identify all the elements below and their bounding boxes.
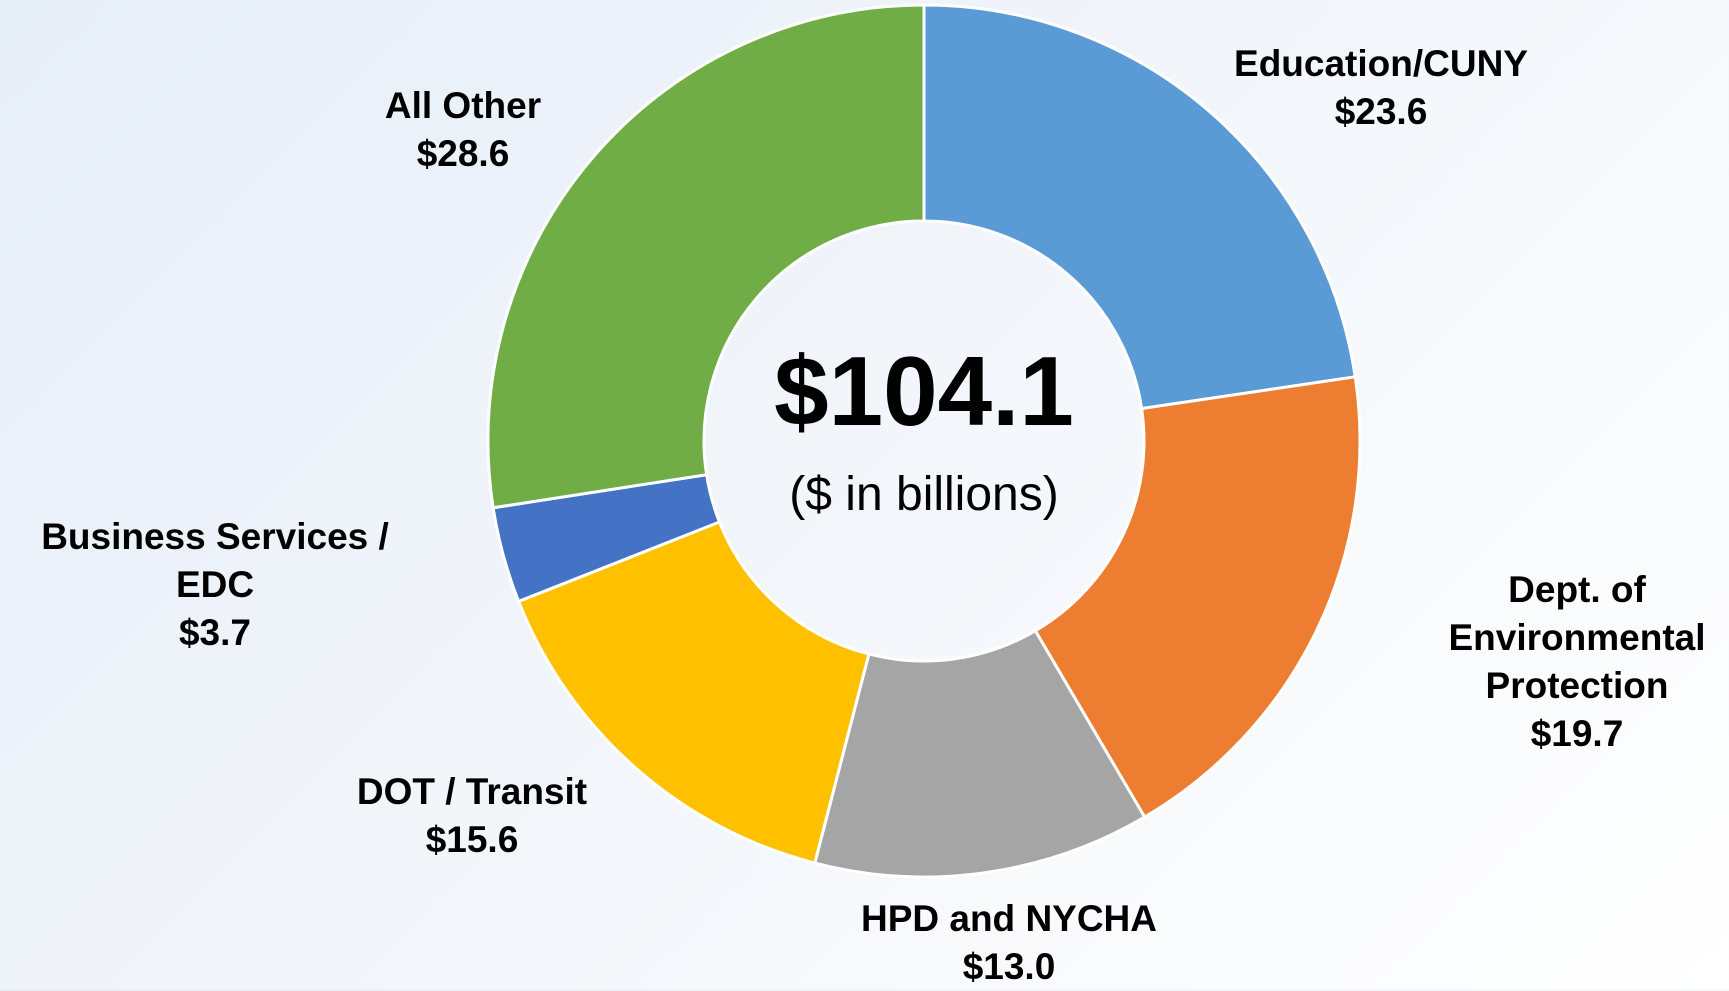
slice: [1033, 375, 1362, 820]
value-label: $23.6: [1334, 91, 1428, 132]
category-label: DOT / Transit: [356, 771, 588, 812]
value-label: $15.6: [425, 819, 519, 860]
category-label: Dept. of Environmental Protection: [1448, 569, 1706, 706]
slice-label: DOT / Transit $15.6: [272, 768, 672, 864]
value-label: $3.7: [178, 612, 251, 653]
slice: [516, 520, 871, 865]
slice-label: HPD and NYCHA $13.0: [809, 895, 1209, 991]
category-label: Education/CUNY: [1234, 43, 1528, 84]
slices: [486, 3, 1362, 879]
slice: [922, 3, 1357, 411]
category-label: Business Services / EDC: [41, 516, 389, 605]
slice-label: Business Services / EDC $3.7: [5, 513, 425, 657]
slice-label: Dept. of Environmental Protection $19.7: [1427, 566, 1727, 758]
category-label: All Other: [384, 85, 542, 126]
value-label: $13.0: [962, 946, 1056, 987]
center-sublabel: ($ in billions): [789, 468, 1058, 521]
category-label: HPD and NYCHA: [860, 898, 1158, 939]
value-label: $19.7: [1530, 713, 1624, 754]
value-label: $28.6: [416, 133, 510, 174]
slice: [812, 628, 1147, 879]
slice-label: All Other $28.6: [313, 82, 613, 178]
slice-label: Education/CUNY $23.6: [1181, 40, 1581, 136]
center-label: $104.1: [774, 336, 1074, 446]
slice: [486, 3, 926, 510]
